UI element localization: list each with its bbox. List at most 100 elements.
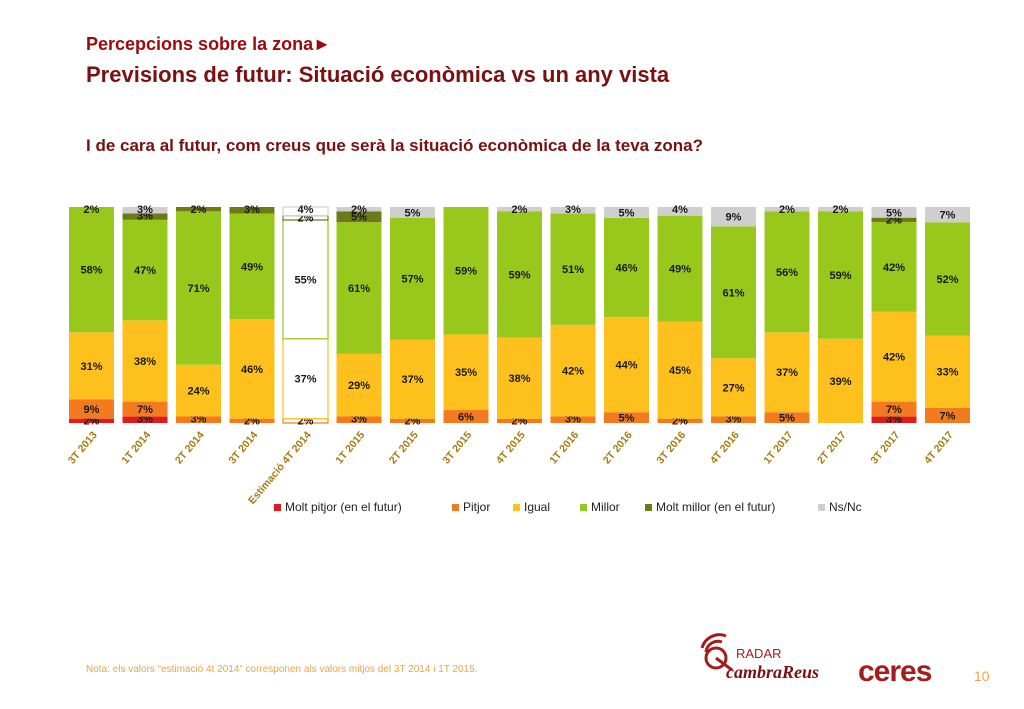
data-label: 2%: [779, 204, 795, 216]
page-number: 10: [974, 668, 990, 684]
x-tick-label: 1T 2017: [761, 429, 795, 466]
x-tick-label: 2T 2015: [387, 429, 421, 466]
data-label: 55%: [294, 274, 316, 286]
data-label: 59%: [508, 269, 530, 281]
legend-label: Igual: [524, 500, 550, 514]
section-title: Percepcions sobre la zona►: [86, 34, 331, 54]
bar-segment: [390, 339, 435, 419]
bar-segment: [497, 418, 542, 423]
bar-segment: [443, 334, 489, 411]
bar-segment: [550, 324, 596, 417]
legend-label: Molt millor (en el futur): [656, 500, 775, 514]
data-label: 39%: [829, 376, 851, 388]
bar-segment: [336, 353, 382, 417]
data-label: 49%: [669, 264, 691, 276]
legend-label: Pitjor: [463, 500, 490, 514]
bar-segment: [925, 335, 970, 408]
data-label: 2%: [351, 204, 367, 216]
bar-segment: [764, 412, 810, 423]
bar-segment: [764, 207, 810, 212]
bar-segment: [336, 222, 382, 354]
bar-segment: [711, 207, 756, 227]
data-label: 71%: [187, 283, 209, 295]
bar-segment: [550, 213, 596, 325]
data-label: 5%: [779, 413, 795, 425]
data-label: 24%: [187, 386, 209, 398]
bar-segment: [550, 416, 596, 423]
data-label: 59%: [455, 266, 477, 278]
bar-segment: [871, 311, 917, 402]
bar-segment: [229, 319, 275, 419]
data-label: 5%: [619, 413, 635, 425]
bar-segment: [336, 207, 382, 212]
bar-segment: [69, 418, 114, 423]
data-label: 3%: [565, 204, 581, 216]
bar-segment: [336, 416, 382, 423]
bar-segment: [69, 207, 114, 333]
data-label: 38%: [134, 356, 156, 368]
bar-segment: [122, 401, 168, 417]
bar-segment: [443, 207, 489, 335]
data-label: 45%: [669, 365, 691, 377]
page-title: Previsions de futur: Situació econòmica …: [86, 62, 670, 87]
bar-segment: [711, 358, 756, 417]
data-label: 5%: [886, 207, 902, 219]
bar-segment: [711, 416, 756, 423]
bar-segment: [604, 207, 649, 218]
bar-segment: [604, 412, 649, 423]
x-tick-label: 4T 2017: [922, 429, 956, 466]
x-tick-label: 3T 2013: [66, 429, 100, 466]
bar-segment: [657, 418, 703, 423]
bar-segment: [871, 217, 917, 222]
bar-segment: [176, 364, 221, 417]
bar-segment: [69, 332, 114, 400]
bar-segment: [282, 206, 329, 217]
bar-segment: [925, 222, 970, 336]
data-label: 7%: [940, 210, 956, 222]
bar-segment: [497, 337, 542, 419]
chart-question: I de cara al futur, com creus que serà l…: [86, 136, 703, 155]
data-label: 61%: [348, 283, 370, 295]
data-label: 46%: [615, 262, 637, 274]
data-label: 47%: [134, 265, 156, 277]
footnote: Nota: els valors “estimació 4t 2014” cor…: [86, 664, 478, 675]
data-label: 58%: [80, 265, 102, 277]
data-label: 52%: [936, 274, 958, 286]
bar-segment: [871, 221, 917, 312]
legend-swatch: [452, 504, 459, 511]
data-label: 5%: [405, 207, 421, 219]
data-label: 2%: [833, 204, 849, 216]
data-label: 5%: [351, 212, 367, 224]
data-label: 4%: [298, 204, 314, 216]
data-label: 27%: [722, 382, 744, 394]
x-tick-label: 1T 2015: [333, 429, 367, 466]
data-label: 7%: [886, 404, 902, 416]
legend-label: Millor: [591, 500, 620, 514]
data-label: 29%: [348, 380, 370, 392]
data-label: 51%: [562, 264, 584, 276]
bar-segment: [818, 211, 863, 339]
bar-segment: [176, 207, 221, 212]
data-label: 3%: [244, 204, 260, 216]
bar-segment: [122, 320, 168, 402]
data-label: 2%: [512, 204, 528, 216]
bar-segment: [229, 213, 275, 320]
bar-segment: [925, 207, 970, 223]
data-label: 9%: [726, 212, 742, 224]
data-label: 4%: [672, 204, 688, 216]
x-tick-label: 2T 2017: [815, 429, 849, 466]
x-tick-label: 3T 2015: [440, 429, 474, 466]
x-tick-label: 1T 2016: [547, 429, 581, 466]
data-label: 61%: [722, 287, 744, 299]
legend-label: Ns/Nc: [829, 500, 862, 514]
bar-segment: [925, 407, 970, 423]
x-tick-label: 2T 2016: [601, 429, 635, 466]
bar-segment: [818, 338, 863, 423]
logo-radar-text: RADAR: [736, 646, 782, 661]
x-tick-label: 3T 2014: [226, 429, 260, 466]
legend-label: Molt pitjor (en el futur): [285, 500, 402, 514]
bar-segment: [657, 215, 703, 322]
bar-segment: [711, 226, 756, 359]
bar-segment: [390, 418, 435, 423]
data-label: 31%: [80, 361, 102, 373]
